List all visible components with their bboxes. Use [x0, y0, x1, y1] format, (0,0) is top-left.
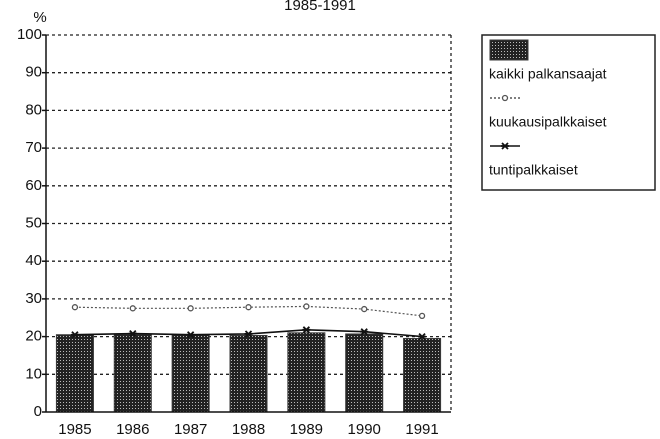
- line-marker: [128, 329, 137, 338]
- y-tick-label: 80: [25, 101, 42, 118]
- y-tick-label: 40: [25, 252, 42, 269]
- line-marker: [501, 94, 509, 102]
- line-marker: [244, 330, 253, 338]
- y-tick-label: 30: [25, 290, 42, 307]
- bar: [287, 332, 326, 413]
- x-tick-label: 1990: [348, 421, 381, 438]
- legend-frame: [481, 34, 656, 191]
- line-marker: [361, 305, 368, 313]
- line-marker: [418, 312, 426, 320]
- bar: [345, 333, 384, 413]
- bar: [113, 334, 152, 413]
- line-marker: [418, 332, 427, 341]
- legend-swatch: [489, 39, 529, 61]
- bar: [171, 334, 210, 413]
- bar: [55, 334, 94, 413]
- x-tick-label: 1985: [58, 421, 91, 438]
- line-marker: [302, 326, 311, 334]
- x-tick-label: 1988: [232, 421, 265, 438]
- y-tick-label: 60: [25, 177, 42, 194]
- y-tick-label: 20: [25, 328, 42, 345]
- legend-label: tuntipalkkaiset: [489, 162, 578, 178]
- legend-label: kaikki palkansaajat: [489, 66, 607, 82]
- line-marker: [186, 331, 195, 339]
- line-marker: [360, 328, 369, 336]
- y-tick-label: 90: [25, 64, 42, 81]
- line-marker: [70, 331, 79, 339]
- y-axis-label: %: [33, 9, 46, 26]
- bar: [229, 334, 268, 413]
- y-tick-label: 100: [17, 26, 42, 43]
- y-tick-label: 0: [34, 403, 42, 420]
- line-marker: [187, 305, 194, 312]
- y-tick-label: 70: [25, 139, 42, 156]
- x-tick-label: 1989: [290, 421, 323, 438]
- chart-title: 1985-1991: [284, 0, 356, 14]
- line-marker: [501, 142, 509, 150]
- line-marker: [71, 304, 79, 311]
- line-marker: [245, 304, 252, 311]
- x-tick-label: 1986: [116, 421, 149, 438]
- line-marker: [129, 305, 136, 312]
- y-tick-label: 10: [25, 365, 42, 382]
- x-tick-label: 1991: [405, 421, 438, 438]
- bar: [403, 337, 442, 413]
- x-tick-label: 1987: [174, 421, 207, 438]
- y-tick-label: 50: [25, 214, 42, 231]
- legend-label: kuukausipalkkaiset: [489, 114, 607, 130]
- line-marker: [303, 303, 310, 310]
